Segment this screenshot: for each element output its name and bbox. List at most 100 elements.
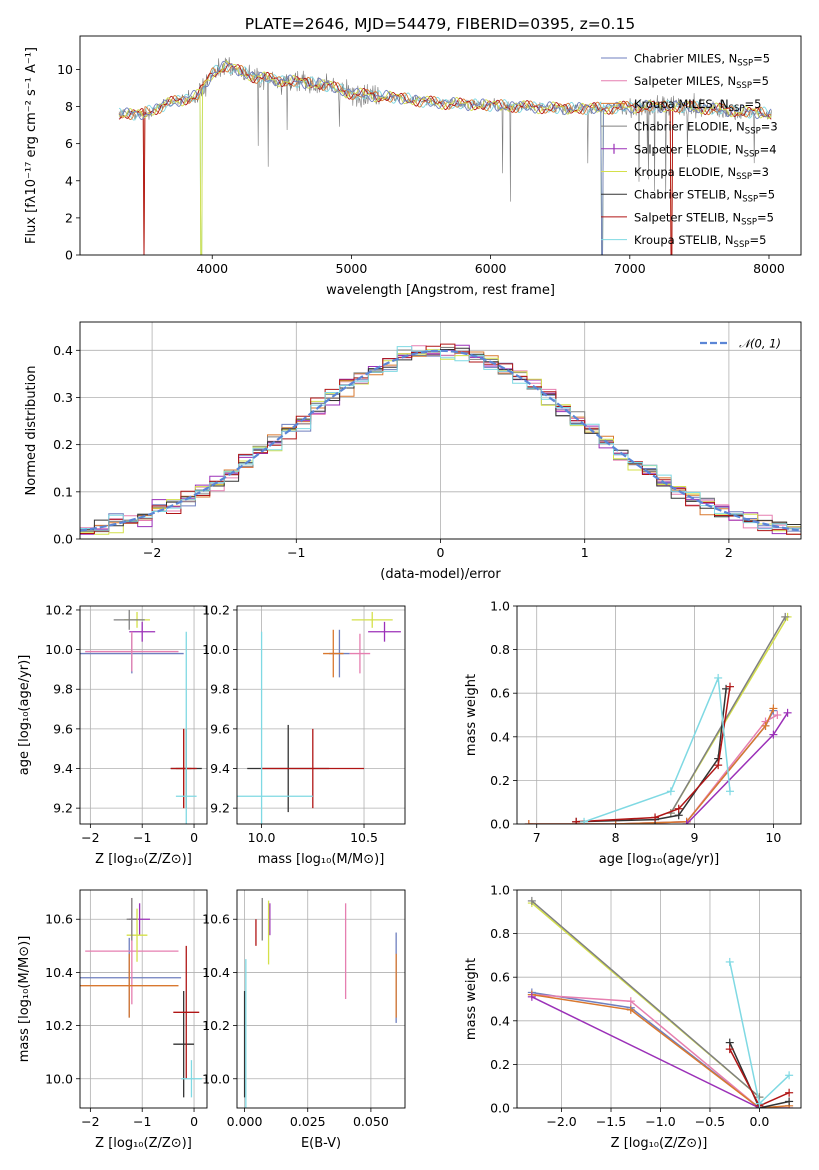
gaussian-legend-label: 𝒩(0, 1)	[739, 337, 781, 351]
residual-histogram-st_krou	[80, 346, 801, 531]
x-tick-label: 0.0	[749, 1114, 769, 1129]
legend-label: Chabrier ELODIE, NSSP=3	[634, 120, 778, 137]
weight-line	[670, 616, 786, 814]
x-tick-label: 10	[765, 830, 781, 845]
plot-area-age_vs_Z	[80, 609, 202, 824]
x-tick-label: 0.050	[353, 1114, 389, 1129]
weight-line	[729, 1042, 790, 1108]
axes-frame	[79, 35, 802, 256]
x-tick-label: −1.0	[645, 1114, 675, 1129]
legend-item-el_chab: Chabrier ELODIE, NSSP=3	[601, 120, 778, 137]
panel-residuals: −2 −1 0 1 2 0.0 0.1 0.2 0.3 0.4 (data-model)/error…	[24, 321, 802, 582]
weight-line	[531, 996, 760, 1108]
errorbar-point-el_chab	[126, 897, 138, 941]
y-tick-label: 0.4	[53, 343, 73, 358]
panel-mass_vs_ebv: 0.000 0.025 0.050 10.0 10.2 10.4 10.6 E(B-V)	[202, 889, 406, 1151]
y-tick-label: 9.4	[210, 761, 230, 776]
legend-item-st_salp: Salpeter STELIB, NSSP=5	[601, 210, 774, 227]
plot-area-residuals	[80, 343, 801, 535]
y-tick-label: 10	[57, 62, 73, 77]
x-tick-label: −1	[287, 545, 305, 560]
weight-series-m11_salp	[524, 711, 782, 824]
y-tick-label: 0.3	[53, 390, 73, 405]
x-tick-label: 5000	[336, 261, 368, 276]
figure-title: PLATE=2646, MJD=54479, FIBERID=0395, z=0…	[245, 15, 635, 33]
weight-line	[531, 993, 790, 1108]
y-tick-label: 9.4	[53, 761, 73, 776]
legend-item-m11_salp: Salpeter MILES, NSSP=5	[601, 74, 769, 91]
weight-line	[528, 708, 775, 824]
y-tick-label: 9.8	[53, 682, 73, 697]
x-tick-label: −0.5	[695, 1114, 725, 1129]
y-tick-label: 1.0	[490, 883, 510, 898]
errorbar-point-el_salp	[368, 621, 401, 642]
y-tick-label: 0.0	[490, 817, 510, 832]
errorbar-point-m11_krou	[80, 953, 179, 1018]
y-tick-label: 0.4	[490, 729, 510, 744]
y-tick-label: 0.4	[490, 1013, 510, 1028]
weight-series-m11_krou	[524, 704, 778, 824]
panel-weight_vs_age: 7 8 9 10 0.0 0.2 0.4 0.6 0.8 1.0 age [log₁₀(age/yr…	[464, 599, 802, 867]
y-tick-label: 2	[65, 210, 73, 225]
y-tick-label: 0.8	[490, 926, 510, 941]
x-tick-label: 1	[581, 545, 589, 560]
x-tick-label: −2	[81, 830, 99, 845]
x-axis-label: (data-model)/error	[380, 567, 501, 582]
weight-line	[686, 712, 789, 824]
y-tick-label: 0	[65, 248, 73, 263]
x-axis-label: E(B-V)	[301, 1136, 341, 1151]
legend-item-st_krou: Kroupa STELIB, NSSP=5	[601, 233, 766, 250]
weight-line	[576, 686, 731, 823]
weight-series-st_krou	[725, 957, 794, 1108]
y-tick-label: 10.6	[45, 912, 73, 927]
errorbar-point-st_chab	[173, 991, 195, 1098]
legend-label: Salpeter STELIB, NSSP=5	[634, 210, 774, 227]
y-axis-label: mass weight	[464, 674, 479, 756]
x-tick-label: 7	[533, 830, 541, 845]
y-tick-label: 0.0	[490, 1101, 510, 1116]
y-tick-label: 0.8	[490, 642, 510, 657]
y-axis-label: age [log₁₀(age/yr)]	[17, 655, 32, 776]
y-tick-label: 0.2	[490, 1057, 510, 1072]
errorbar-point-st_krou	[237, 631, 313, 824]
weight-series-st_salp	[572, 682, 734, 824]
x-tick-label: 8000	[753, 261, 785, 276]
errorbar-point-m11_krou	[323, 629, 344, 678]
weight-series-m11_chab	[524, 706, 778, 824]
legend-label: Chabrier STELIB, NSSP=5	[634, 188, 775, 205]
errorbar-point-el_salp	[129, 621, 156, 642]
errorbar-point-st_krou	[181, 1060, 202, 1098]
y-tick-label: 10.0	[45, 642, 73, 657]
residual-histogram-st_salp	[80, 343, 801, 535]
x-tick-label: 6000	[475, 261, 507, 276]
errorbar-point-el_krou	[351, 611, 393, 628]
y-axis-label: mass weight	[464, 958, 479, 1040]
y-tick-label: 8	[65, 99, 73, 114]
errorbar-point-el_krou	[126, 908, 148, 962]
y-tick-label: 10.2	[45, 602, 73, 617]
weight-series-st_krou	[580, 673, 734, 824]
panel-age_vs_Z: −2 −1 0 9.2 9.4 9.6 9.8 10.0 10.2 Z [log₁₀(Z/Z⊙)]…	[17, 602, 208, 867]
x-axis-label: wavelength [Angstrom, rest frame]	[326, 283, 555, 298]
x-tick-label: 0	[190, 1114, 198, 1129]
weight-line	[531, 993, 790, 1108]
errorbar-point-st_salp	[173, 945, 200, 1079]
axes-frame	[236, 889, 406, 1109]
legend-item-m11_krou: Kroupa MILES, NSSP=5	[601, 97, 761, 114]
y-tick-label: 9.2	[53, 801, 73, 816]
x-axis-label: mass [log₁₀(M/M⊙)]	[258, 852, 385, 867]
x-axis-label: age [log₁₀(age/yr)]	[599, 852, 720, 867]
y-tick-label: 4	[65, 173, 73, 188]
plot-area-mass_vs_ebv	[243, 897, 397, 1108]
x-axis-label: Z [log₁₀(Z/Z⊙)]	[95, 1136, 192, 1151]
model-spectrum-st_krou	[118, 64, 772, 255]
panel-spectrum: 4000 5000 6000 7000 8000 0 2 4 6 8 10 wavelength [A…	[24, 35, 802, 298]
gaussian-reference-curve	[80, 349, 801, 532]
y-tick-label: 9.2	[210, 801, 230, 816]
y-tick-label: 10.4	[45, 965, 73, 980]
plot-area-weight_vs_age	[524, 612, 792, 824]
x-tick-label: 4000	[196, 261, 228, 276]
legend-label: Salpeter MILES, NSSP=5	[634, 74, 769, 91]
axes-frame	[79, 889, 208, 1109]
